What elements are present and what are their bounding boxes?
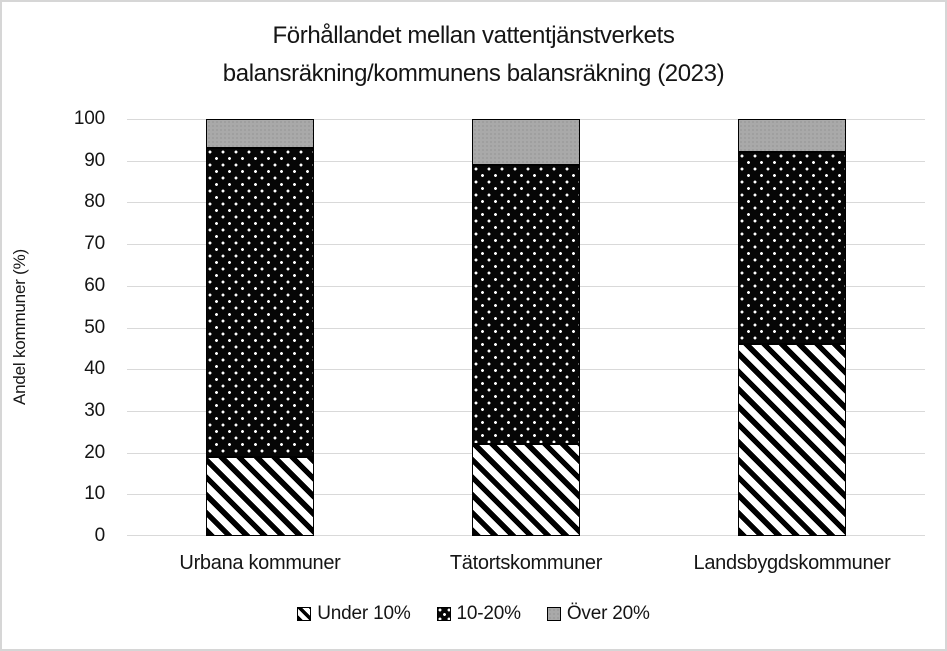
stacked-bar-1 — [206, 119, 314, 536]
x-category-label: Urbana kommuner — [179, 552, 341, 574]
y-tick-label-0: 0 — [94, 525, 106, 546]
bar-segment — [738, 344, 846, 536]
y-tick-label-30: 30 — [84, 399, 105, 421]
y-tick-label-90: 90 — [84, 149, 105, 171]
bar-segment — [472, 119, 580, 165]
y-tick-label-20: 20 — [84, 441, 105, 463]
bar-segment — [738, 119, 846, 153]
legend-swatch-icon — [546, 606, 561, 621]
y-tick-label-70: 70 — [84, 233, 105, 255]
legend-label: Under 10% — [317, 603, 411, 624]
legend-label: 10-20% — [456, 603, 521, 624]
y-tick-label-10: 10 — [84, 483, 105, 505]
y-tick-label-100: 100 — [73, 108, 105, 129]
legend-swatch-icon — [436, 606, 451, 621]
chart-title-line1: Förhållandet mellan vattentjänstverkets — [272, 22, 675, 49]
legend-item: 10-20% — [436, 602, 521, 625]
y-tick-label-50: 50 — [84, 316, 105, 338]
plot-area — [127, 119, 925, 536]
y-tick-label-60: 60 — [84, 274, 105, 296]
y-tick-label-40: 40 — [84, 358, 105, 380]
bar-segment — [472, 444, 580, 536]
bar-segment — [206, 456, 314, 536]
stacked-bar-3 — [738, 119, 846, 536]
x-category-label: Landsbygdskommuner — [693, 552, 891, 574]
y-tick-label-80: 80 — [84, 191, 105, 213]
y-axis-tick-labels: 0 10 20 30 40 50 60 70 80 90 100 — [2, 108, 105, 546]
bar-segment — [472, 164, 580, 445]
chart-title-line2: balansräkning/kommunens balansräkning (2… — [222, 60, 725, 87]
x-axis-category-labels: Urbana kommuner Tätortskommuner Landsbygds… — [127, 551, 925, 575]
legend-label: Över 20% — [566, 603, 650, 624]
bar-segment — [206, 148, 314, 457]
legend-swatch-icon — [297, 606, 312, 621]
x-category-label: Tätortskommuner — [449, 552, 603, 574]
legend-item: Under 10% — [297, 602, 411, 625]
bar-segment — [738, 152, 846, 345]
bar-segment — [206, 119, 314, 149]
chart-title: Förhållandet mellan vattentjänstverkets … — [2, 17, 945, 93]
legend: Under 10% 10-20% Över 20% — [2, 602, 945, 625]
legend-item: Över 20% — [546, 602, 650, 625]
stacked-bar-2 — [472, 119, 580, 536]
